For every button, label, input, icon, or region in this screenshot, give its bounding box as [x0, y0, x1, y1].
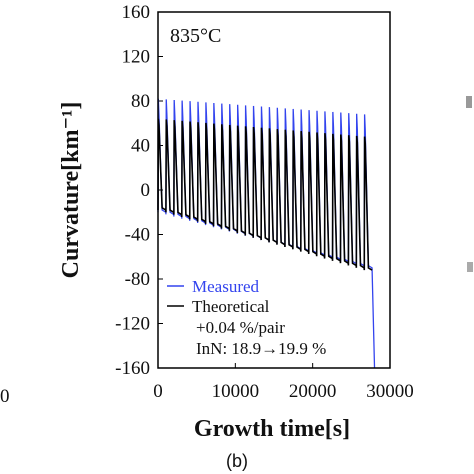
legend-label-theoretical: Theoretical — [192, 297, 270, 316]
left-panel-tick: 0 — [0, 386, 10, 407]
plot-frame — [157, 11, 391, 369]
y-tick-label: 80 — [131, 91, 150, 112]
x-tick-label: 0 — [153, 381, 163, 402]
x-tick-label: 20000 — [289, 381, 337, 402]
legend-note-rate: +0.04 %/pair — [196, 318, 285, 337]
y-tick-label: 120 — [122, 47, 151, 68]
x-axis-ticks: 0 10000 20000 30000 — [153, 363, 414, 402]
panel-label: (b) — [226, 451, 248, 471]
y-tick-label: 40 — [131, 136, 150, 157]
series-layer — [157, 98, 376, 369]
legend-label-measured: Measured — [192, 277, 260, 296]
y-tick-label: 160 — [122, 2, 151, 23]
right-panel-fragment — [466, 96, 472, 108]
y-axis-ticks: 160 120 80 40 0 -40 -80 -120 -160 — [115, 2, 163, 379]
legend: Measured Theoretical +0.04 %/pair InN: 1… — [167, 277, 326, 358]
temperature-annotation: 835°C — [170, 25, 221, 47]
series-line-theoretical — [157, 118, 373, 271]
legend-note-inn: InN: 18.9→19.9 % — [196, 339, 326, 358]
y-tick-label: -120 — [115, 314, 150, 335]
y-tick-label: -80 — [125, 269, 150, 290]
y-tick-label: -40 — [125, 225, 150, 246]
right-panel-fragment — [467, 262, 473, 272]
y-axis-title: Curvature[km⁻¹] — [58, 102, 84, 279]
y-tick-label: -160 — [115, 358, 150, 379]
x-axis-title: Growth time[s] — [194, 416, 350, 442]
x-tick-label: 10000 — [212, 381, 260, 402]
y-tick-label: 0 — [141, 180, 151, 201]
x-tick-label: 30000 — [366, 381, 414, 402]
